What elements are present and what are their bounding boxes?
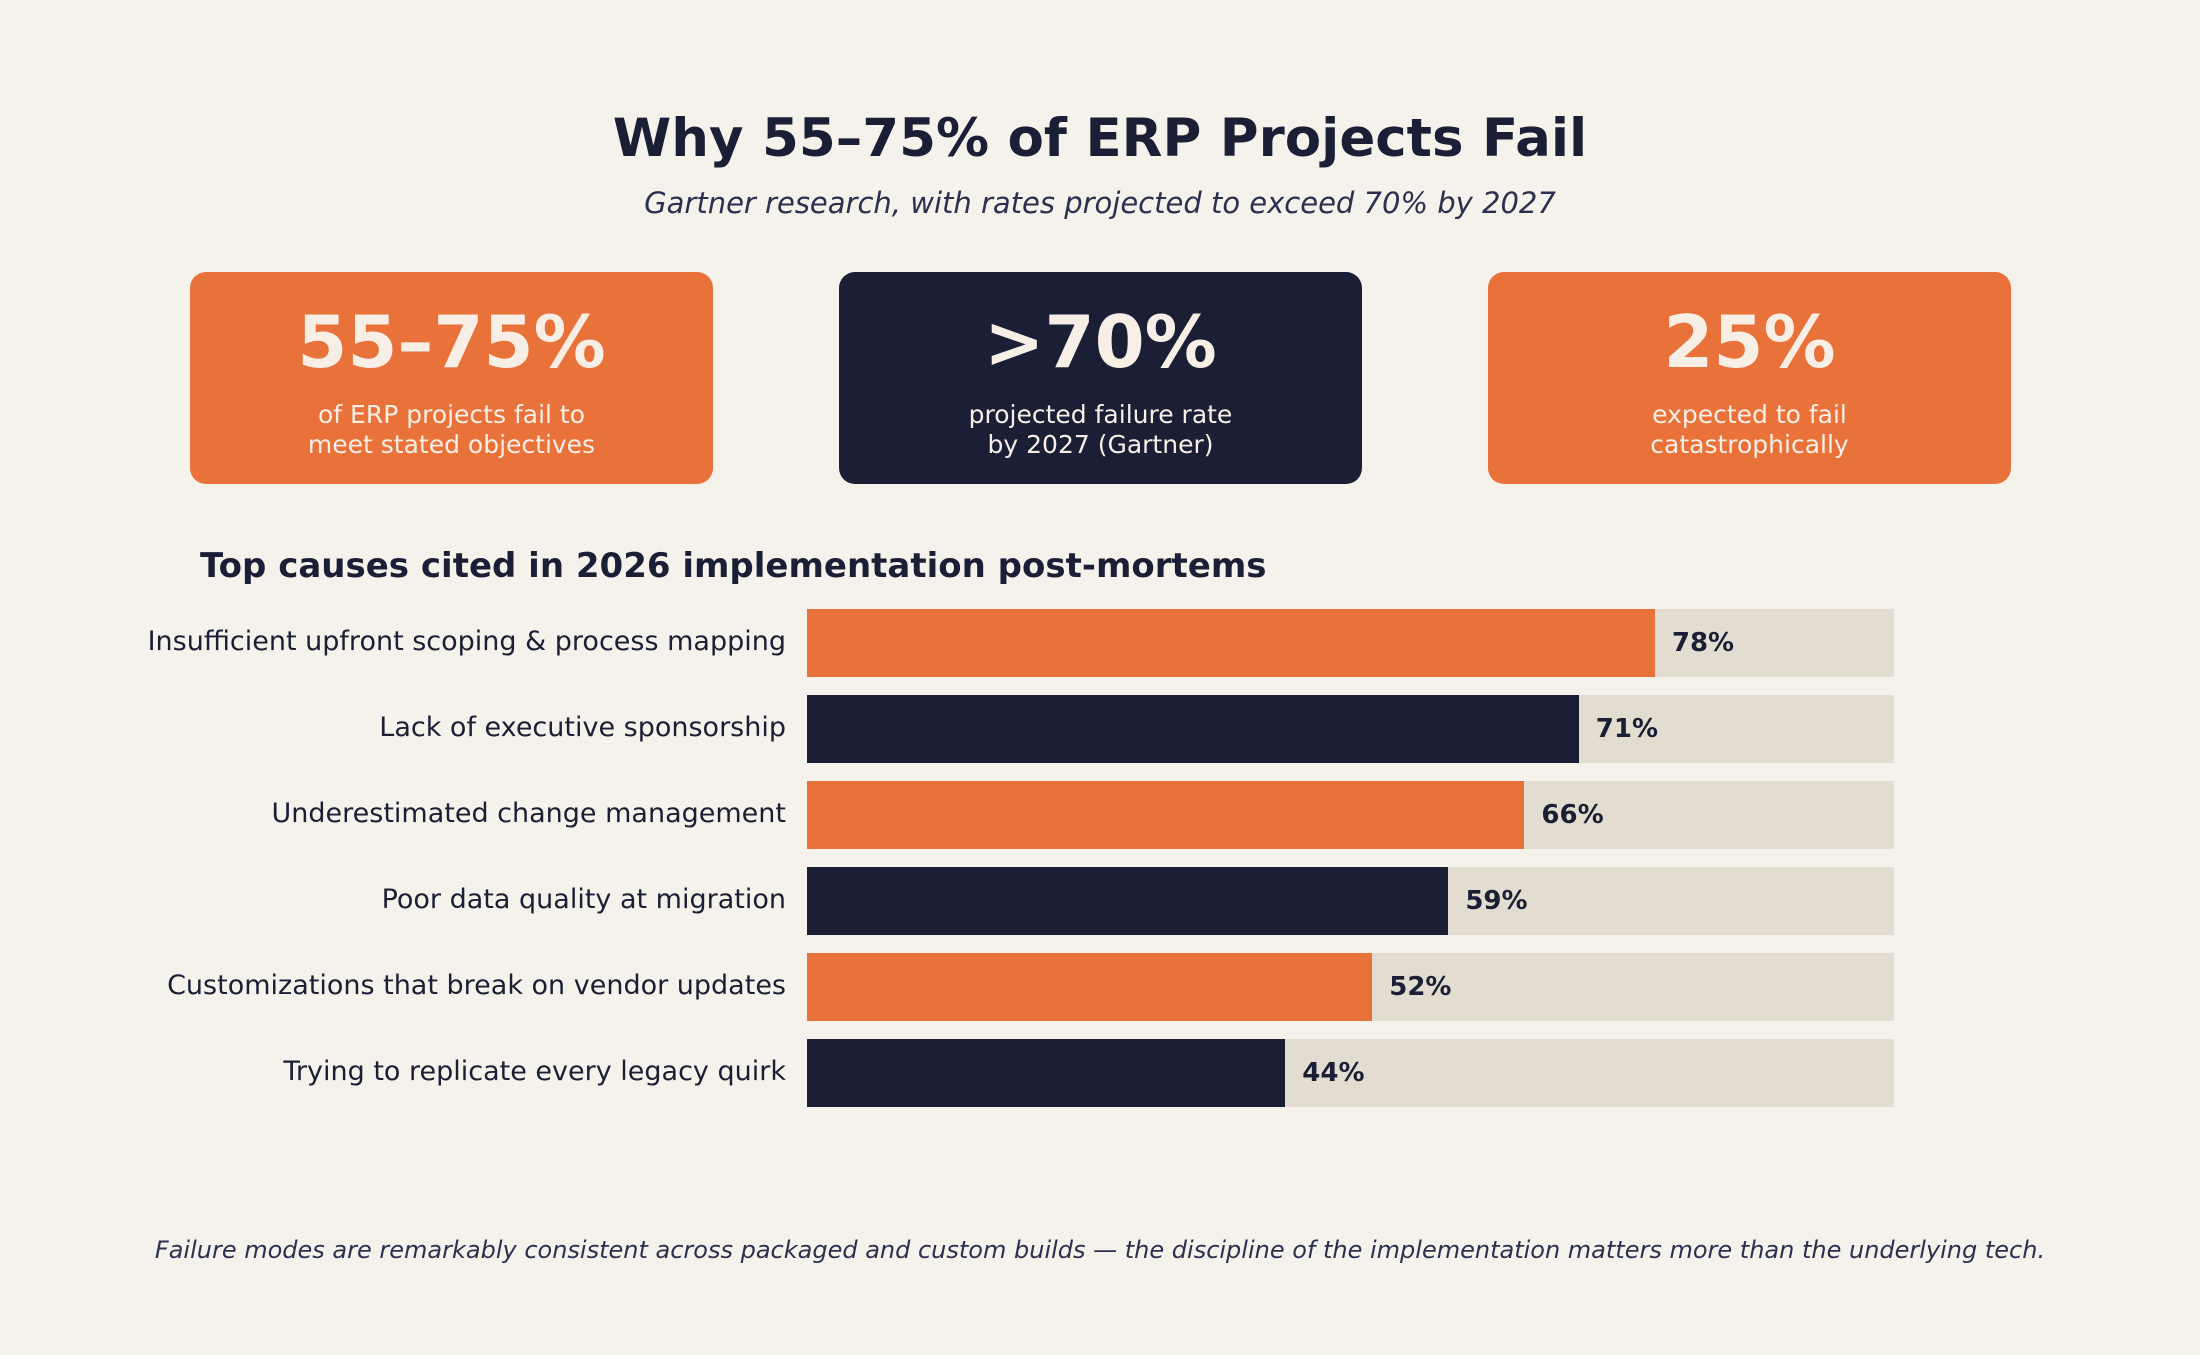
- bar-track: 78%: [807, 609, 1894, 677]
- chart-title: Top causes cited in 2026 implementation …: [200, 546, 1267, 586]
- bar: [807, 781, 1525, 849]
- bar: [807, 867, 1449, 935]
- bar-track: 44%: [807, 1039, 1894, 1107]
- page-subtitle: Gartner research, with rates projected t…: [644, 186, 1556, 220]
- category-label: Poor data quality at migration: [381, 884, 786, 915]
- page-title: Why 55–75% of ERP Projects Fail: [612, 108, 1588, 169]
- stat-card-projected-rate: >70% projected failure rate by 2027 (Gar…: [839, 272, 1362, 484]
- stat-card-failure-range: 55–75% of ERP projects fail to meet stat…: [190, 272, 713, 484]
- stat-description: expected to fail catastrophically: [1650, 400, 1849, 459]
- stat-description: of ERP projects fail to meet stated obje…: [307, 400, 596, 459]
- category-label: Insufficient upfront scoping & process m…: [147, 626, 786, 657]
- category-label: Lack of executive sponsorship: [379, 712, 786, 743]
- stat-value: 55–75%: [297, 300, 606, 384]
- bar: [807, 609, 1655, 677]
- bar-track: 71%: [807, 695, 1894, 763]
- category-label: Trying to replicate every legacy quirk: [283, 1056, 786, 1087]
- stat-value: 25%: [1663, 300, 1836, 384]
- stat-value: >70%: [984, 300, 1217, 384]
- bar-value-label: 66%: [1541, 800, 1604, 830]
- bar-value-label: 59%: [1465, 886, 1528, 916]
- bar-track: 66%: [807, 781, 1894, 849]
- bar-track: 59%: [807, 867, 1894, 935]
- footnote: Failure modes are remarkably consistent …: [154, 1236, 2046, 1264]
- bar-value-label: 71%: [1595, 714, 1658, 744]
- bar: [807, 695, 1579, 763]
- category-label: Customizations that break on vendor upda…: [167, 970, 786, 1001]
- bar: [807, 953, 1373, 1021]
- bar: [807, 1039, 1286, 1107]
- bar-value-label: 52%: [1389, 972, 1452, 1002]
- bar-value-label: 44%: [1302, 1058, 1365, 1088]
- stat-description: projected failure rate by 2027 (Gartner): [968, 400, 1233, 459]
- category-label: Underestimated change management: [271, 798, 786, 829]
- bar-track: 52%: [807, 953, 1894, 1021]
- stat-card-catastrophic: 25% expected to fail catastrophically: [1488, 272, 2011, 484]
- bar-value-label: 78%: [1671, 628, 1735, 658]
